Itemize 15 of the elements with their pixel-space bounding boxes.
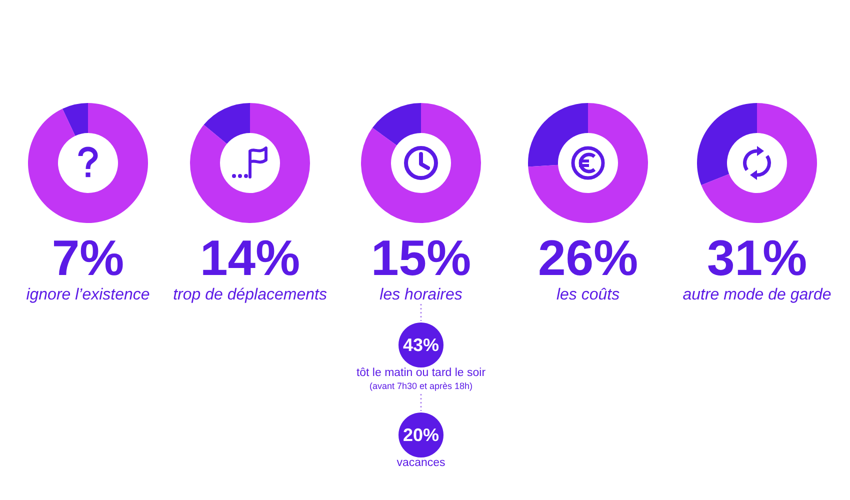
text: 7%: [52, 230, 124, 286]
text: 14%: [200, 230, 300, 286]
text: 26%: [538, 230, 638, 286]
category-label: vacances: [396, 457, 446, 469]
text: 31%: [706, 230, 808, 286]
text: autre mode de garde: [682, 286, 832, 304]
text: (avant 7h30 et après 18h): [369, 381, 473, 391]
text: trop de déplacements: [173, 286, 327, 304]
category-label: tôt le matin ou tard le soir: [356, 367, 486, 379]
text: les horaires: [380, 286, 462, 304]
text: 15%: [370, 230, 472, 286]
data-label: 43%: [402, 335, 440, 355]
text: ignore l’existence: [26, 286, 150, 304]
data-label: 20%: [402, 425, 440, 445]
text: les coûts: [556, 286, 620, 304]
